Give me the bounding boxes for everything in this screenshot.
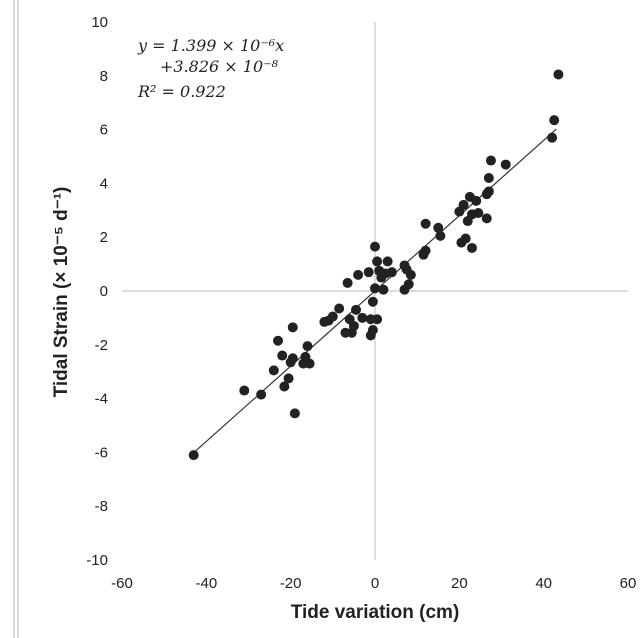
y-tick-label: -10 bbox=[86, 552, 108, 569]
data-point bbox=[382, 256, 393, 267]
x-tick-label: -40 bbox=[195, 575, 217, 592]
data-point bbox=[372, 314, 383, 325]
data-point bbox=[460, 233, 471, 244]
data-point bbox=[302, 341, 313, 352]
data-point bbox=[435, 230, 446, 241]
y-tick-label: 8 bbox=[100, 68, 108, 85]
data-point bbox=[239, 385, 250, 396]
data-point bbox=[287, 322, 298, 333]
equation-line-1: y = 1.399 × 10⁻⁶x bbox=[137, 36, 284, 55]
data-point bbox=[420, 218, 431, 229]
x-axis-title: Tide variation (cm) bbox=[291, 602, 460, 623]
y-tick-label: 4 bbox=[100, 175, 108, 192]
data-point bbox=[256, 389, 267, 400]
data-point bbox=[403, 279, 414, 290]
data-point bbox=[273, 335, 284, 346]
data-point bbox=[268, 365, 279, 376]
data-point bbox=[348, 320, 359, 331]
data-point bbox=[386, 267, 397, 278]
y-tick-label: -6 bbox=[95, 444, 108, 461]
data-point bbox=[420, 245, 431, 256]
data-point bbox=[279, 381, 290, 392]
x-tick-label: 0 bbox=[371, 575, 379, 592]
data-point bbox=[342, 277, 353, 288]
y-tick-label: 0 bbox=[100, 283, 108, 300]
y-tick-label: 2 bbox=[100, 229, 108, 246]
data-point bbox=[363, 267, 374, 278]
data-points-group bbox=[188, 69, 564, 461]
data-point bbox=[433, 222, 444, 233]
data-point bbox=[289, 408, 300, 419]
x-tick-label: -20 bbox=[280, 575, 302, 592]
data-point bbox=[304, 358, 315, 369]
x-tick-label: -60 bbox=[111, 575, 133, 592]
data-point bbox=[473, 207, 484, 218]
data-point bbox=[367, 296, 378, 307]
data-point bbox=[466, 242, 477, 253]
x-tick-label: 60 bbox=[620, 575, 637, 592]
data-point bbox=[485, 155, 496, 166]
data-point bbox=[188, 450, 199, 461]
data-point bbox=[553, 69, 564, 80]
data-point bbox=[549, 115, 560, 126]
data-point bbox=[367, 325, 378, 336]
data-point bbox=[370, 283, 380, 294]
y-tick-label: 10 bbox=[91, 14, 108, 31]
data-point bbox=[277, 350, 288, 361]
data-point bbox=[287, 353, 298, 364]
x-tick-label: 20 bbox=[451, 575, 468, 592]
data-point bbox=[483, 173, 494, 184]
data-point bbox=[500, 159, 511, 170]
data-point bbox=[357, 312, 368, 323]
data-point bbox=[370, 241, 380, 252]
data-point bbox=[458, 199, 469, 210]
y-tick-label: -2 bbox=[95, 337, 108, 354]
data-point bbox=[283, 373, 294, 384]
r-squared-label: R² = 0.922 bbox=[137, 82, 226, 101]
y-tick-label: 6 bbox=[100, 122, 108, 139]
data-point bbox=[378, 284, 389, 295]
data-point bbox=[547, 132, 558, 143]
data-point bbox=[353, 269, 364, 280]
data-point bbox=[327, 311, 338, 322]
y-tick-label: -4 bbox=[95, 391, 108, 408]
x-tick-label: 40 bbox=[535, 575, 552, 592]
data-point bbox=[471, 195, 482, 206]
y-axis-title: Tidal Strain (× 10⁻⁵ d⁻¹) bbox=[51, 187, 72, 398]
equation-line-2: +3.826 × 10⁻⁸ bbox=[160, 57, 279, 76]
y-tick-label: -8 bbox=[95, 498, 108, 515]
data-point bbox=[483, 186, 494, 197]
data-point bbox=[481, 213, 492, 224]
regression-annotation: y = 1.399 × 10⁻⁶x +3.826 × 10⁻⁸ R² = 0.9… bbox=[137, 36, 284, 101]
data-point bbox=[351, 304, 362, 315]
data-point bbox=[405, 269, 416, 280]
data-point bbox=[372, 256, 383, 267]
data-point bbox=[334, 303, 345, 314]
